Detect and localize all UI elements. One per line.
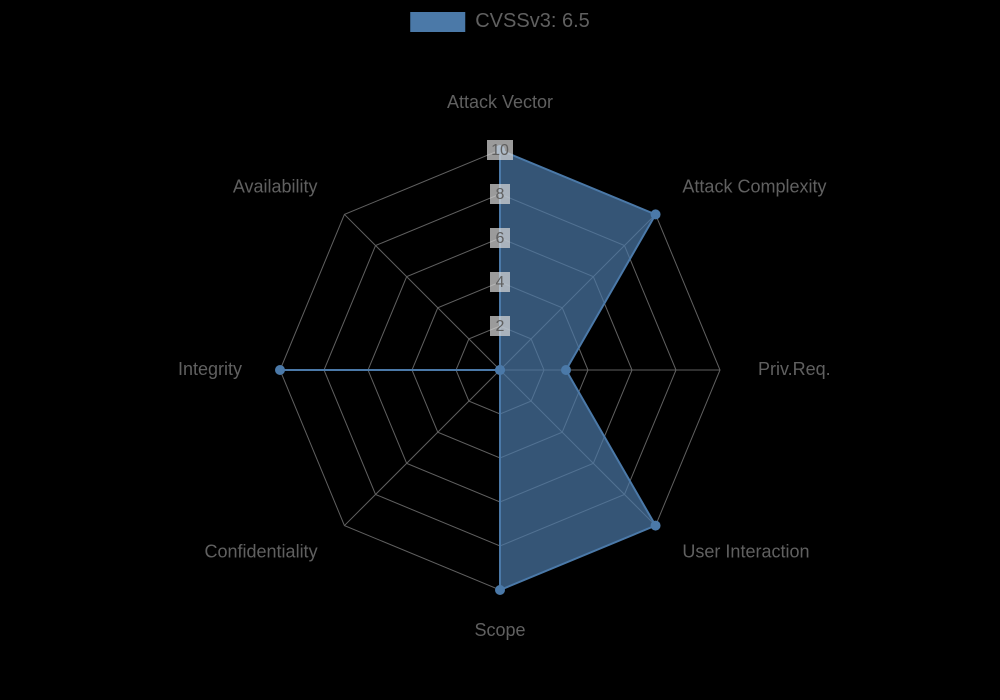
axis-label: Attack Complexity bbox=[682, 177, 826, 197]
axis-label: Scope bbox=[474, 620, 525, 640]
axis-label: Availability bbox=[233, 177, 318, 197]
tick-label: 2 bbox=[496, 318, 505, 335]
series-point bbox=[562, 366, 570, 374]
series-point bbox=[496, 586, 504, 594]
axis-label: Confidentiality bbox=[205, 541, 318, 561]
tick-label: 8 bbox=[496, 186, 505, 203]
series-point bbox=[276, 366, 284, 374]
series-point bbox=[652, 522, 660, 530]
series-point bbox=[496, 366, 504, 374]
tick-label: 6 bbox=[496, 230, 505, 247]
axis-label: Attack Vector bbox=[447, 92, 553, 112]
radar-chart: 2 4 6 8 10 Attack Vector Attack Complexity Priv… bbox=[0, 0, 1000, 700]
tick-label: 4 bbox=[496, 274, 505, 291]
series-point bbox=[652, 210, 660, 218]
axis-label: Priv.Req. bbox=[758, 359, 831, 379]
axis-label: User Interaction bbox=[682, 541, 809, 561]
tick-label: 10 bbox=[491, 142, 509, 159]
axis-label: Integrity bbox=[178, 359, 242, 379]
